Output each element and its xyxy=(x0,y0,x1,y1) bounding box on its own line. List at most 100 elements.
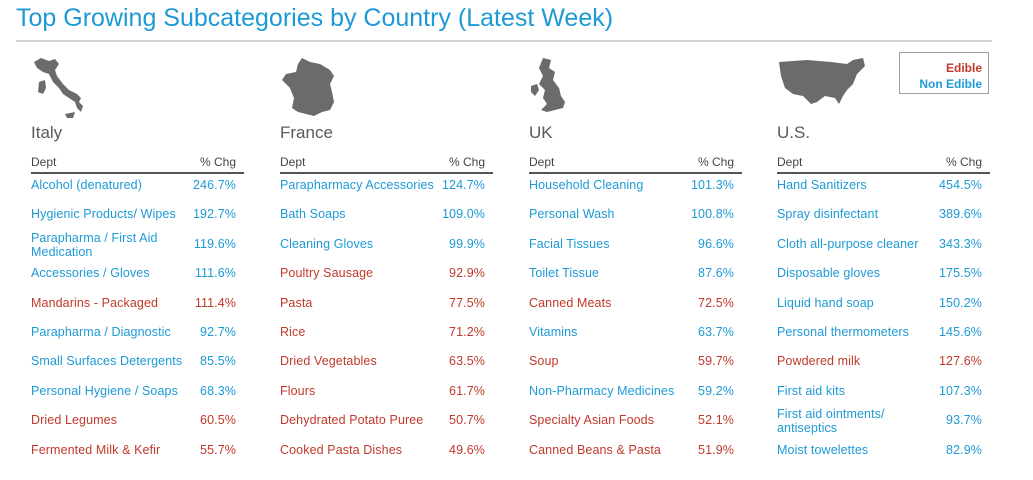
pct-chg-cell: 111.4% xyxy=(194,295,236,310)
italy-map-icon xyxy=(34,58,83,118)
pct-chg-cell: 246.7% xyxy=(193,178,236,192)
dept-cell: Parapharmacy Accessories xyxy=(280,178,434,192)
pct-chg-cell: 100.8% xyxy=(691,207,734,222)
column-header-dept: Dept xyxy=(529,155,555,169)
dept-cell: Parapharma / First Aid Medication xyxy=(31,230,158,259)
dept-cell: Parapharma / Diagnostic xyxy=(31,325,171,339)
pct-chg-cell: 60.5% xyxy=(200,413,236,428)
pct-chg-cell: 63.5% xyxy=(449,354,485,369)
pct-chg-cell: 96.6% xyxy=(698,236,734,251)
pct-chg-cell: 389.6% xyxy=(939,207,982,222)
table-header: Dept % Chg xyxy=(529,154,742,174)
table-header: Dept % Chg xyxy=(777,154,990,174)
pct-chg-cell: 145.6% xyxy=(939,325,982,339)
dept-cell: First aid kits xyxy=(777,383,846,398)
dept-cell: Small Surfaces Detergents xyxy=(31,354,183,369)
dept-cell: Facial Tissues xyxy=(529,236,610,251)
column-header-dept: Dept xyxy=(31,155,57,169)
dept-cell: Canned Meats xyxy=(529,295,612,310)
dept-cell: Personal Hygiene / Soaps xyxy=(31,383,178,398)
dept-cell: Moist towelettes xyxy=(777,442,869,457)
pct-chg-cell: 101.3% xyxy=(691,178,734,192)
pct-chg-cell: 175.5% xyxy=(939,266,982,281)
dept-cell: Non-Pharmacy Medicines xyxy=(529,383,675,398)
pct-chg-cell: 71.2% xyxy=(449,325,485,339)
dept-cell: Cloth all-purpose cleaner xyxy=(777,236,919,251)
legend-edible: Edible xyxy=(945,61,982,75)
title-divider xyxy=(16,40,992,42)
country-name: UK xyxy=(529,123,553,142)
pct-chg-cell: 82.9% xyxy=(946,442,982,457)
dept-cell: Personal thermometers xyxy=(777,325,910,339)
pct-chg-cell: 51.9% xyxy=(698,442,734,457)
column-header-pct-chg: % Chg xyxy=(199,155,236,169)
dept-cell: Mandarins - Packaged xyxy=(31,295,159,310)
dept-cell: Dried Vegetables xyxy=(280,354,377,369)
pct-chg-cell: 92.9% xyxy=(449,266,485,281)
country-name: France xyxy=(280,123,333,142)
usa-map-icon xyxy=(779,58,865,104)
pct-chg-cell: 124.7% xyxy=(442,178,485,192)
dept-cell: Rice xyxy=(280,325,306,339)
column-header-pct-chg: % Chg xyxy=(945,155,982,169)
page-title: Top Growing Subcategories by Country (La… xyxy=(16,4,614,32)
legend: Edible Non Edible xyxy=(899,52,989,94)
pct-chg-cell: 49.6% xyxy=(449,442,485,457)
pct-chg-cell: 109.0% xyxy=(442,207,485,222)
pct-chg-cell: 68.3% xyxy=(200,383,236,398)
pct-chg-cell: 192.7% xyxy=(193,207,236,222)
legend-non-edible: Non Edible xyxy=(919,77,982,91)
france-map-icon xyxy=(282,58,334,116)
dept-cell: Cleaning Gloves xyxy=(280,236,374,251)
dept-cell: Household Cleaning xyxy=(529,178,644,192)
dept-cell: Accessories / Gloves xyxy=(31,266,150,281)
pct-chg-cell: 50.7% xyxy=(449,413,485,428)
pct-chg-cell: 127.6% xyxy=(939,354,982,369)
dept-cell: Personal Wash xyxy=(529,207,615,222)
column-header-pct-chg: % Chg xyxy=(697,155,734,169)
dept-cell: Bath Soaps xyxy=(280,207,346,222)
pct-chg-cell: 107.3% xyxy=(939,383,982,398)
dept-cell: Pasta xyxy=(280,295,313,310)
pct-chg-cell: 55.7% xyxy=(200,442,236,457)
table-header: Dept % Chg xyxy=(280,154,493,174)
dept-cell: Hygienic Products/ Wipes xyxy=(31,207,176,222)
pct-chg-cell: 52.1% xyxy=(698,413,734,428)
dept-cell: Dehydrated Potato Puree xyxy=(280,413,424,428)
dept-cell: Flours xyxy=(280,383,316,398)
dept-cell: Soup xyxy=(529,354,559,369)
dept-cell: Vitamins xyxy=(529,325,578,339)
dept-cell: Disposable gloves xyxy=(777,266,881,281)
dept-cell: First aid ointments/ antiseptics xyxy=(777,407,885,436)
country-name: U.S. xyxy=(777,123,811,142)
column-header-pct-chg: % Chg xyxy=(448,155,485,169)
pct-chg-cell: 87.6% xyxy=(698,266,734,281)
pct-chg-cell: 111.6% xyxy=(194,266,236,281)
pct-chg-cell: 77.5% xyxy=(449,295,485,310)
pct-chg-cell: 150.2% xyxy=(939,295,982,310)
uk-map-icon xyxy=(531,58,565,112)
pct-chg-cell: 92.7% xyxy=(200,325,236,339)
dept-cell: Dried Legumes xyxy=(31,413,118,428)
country-name: Italy xyxy=(31,123,63,142)
dept-cell: Powdered milk xyxy=(777,354,861,369)
pct-chg-cell: 61.7% xyxy=(449,383,485,398)
dept-cell: Specialty Asian Foods xyxy=(529,413,655,428)
pct-chg-cell: 59.7% xyxy=(698,354,734,369)
pct-chg-cell: 119.6% xyxy=(193,236,236,251)
pct-chg-cell: 85.5% xyxy=(200,354,236,369)
dept-cell: Fermented Milk & Kefir xyxy=(31,442,161,457)
column-header-dept: Dept xyxy=(280,155,306,169)
pct-chg-cell: 63.7% xyxy=(698,325,734,339)
pct-chg-cell: 59.2% xyxy=(698,383,734,398)
table-header: Dept % Chg xyxy=(31,154,244,174)
dept-cell: Hand Sanitizers xyxy=(777,178,867,192)
column-header-dept: Dept xyxy=(777,155,803,169)
pct-chg-cell: 72.5% xyxy=(698,295,734,310)
dept-cell: Poultry Sausage xyxy=(280,266,374,281)
dept-cell: Toilet Tissue xyxy=(529,266,600,281)
dept-cell: Canned Beans & Pasta xyxy=(529,442,661,457)
dept-cell: Alcohol (denatured) xyxy=(31,178,142,192)
pct-chg-cell: 93.7% xyxy=(946,413,982,428)
pct-chg-cell: 343.3% xyxy=(939,236,982,251)
